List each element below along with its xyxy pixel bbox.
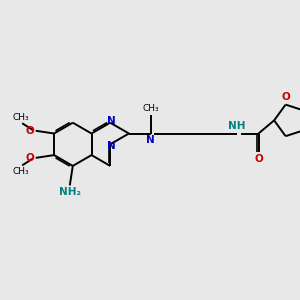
Text: N: N [146,135,155,145]
Text: O: O [26,126,34,136]
Text: NH: NH [228,121,246,131]
Text: N: N [107,116,116,126]
Text: NH₂: NH₂ [59,187,81,197]
Text: O: O [26,153,34,163]
Text: CH₃: CH₃ [12,113,29,122]
Text: CH₃: CH₃ [12,167,29,176]
Text: O: O [254,154,263,164]
Text: CH₃: CH₃ [142,104,159,113]
Text: N: N [107,141,116,151]
Text: O: O [281,92,290,102]
